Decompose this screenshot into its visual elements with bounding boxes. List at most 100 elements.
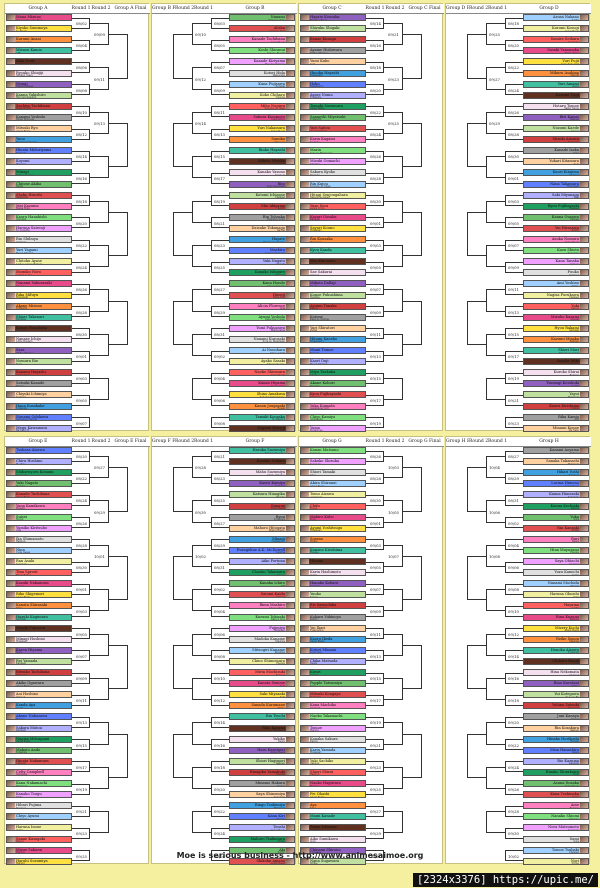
contestant-entry: Nanase Ichijo Little Busters — [6, 335, 72, 343]
avatar — [580, 581, 588, 587]
bracket-line — [366, 739, 384, 751]
contestant-name: Rinko Hayashi — [258, 148, 285, 153]
match-date: 09/02 — [214, 354, 225, 360]
series-name: Strike — [310, 540, 318, 543]
contestant-name: Sakura Kyoko — [310, 170, 336, 175]
bracket-line — [109, 211, 128, 257]
avatar — [580, 137, 588, 143]
contestant-name: Hinoka Hayashi — [310, 70, 339, 75]
avatar — [286, 314, 294, 320]
avatar — [286, 847, 294, 853]
contestant-name: Konoe Fukushima — [310, 292, 343, 297]
contestant-name: Ran Asahi — [16, 559, 35, 563]
bracket-line — [403, 467, 422, 512]
bracket-line — [384, 589, 403, 612]
match-date: 08/25 — [214, 265, 225, 271]
match-date: 09/23 — [370, 764, 381, 770]
bracket-line — [211, 605, 229, 617]
avatar — [286, 26, 294, 32]
series-name: Strike — [571, 284, 579, 288]
bracket-line — [90, 156, 109, 179]
contestant-entry: Ayako Sasaki Kimi ni Todoke — [229, 358, 295, 366]
bracket-line — [211, 517, 229, 529]
bracket-line — [366, 106, 384, 118]
avatar — [301, 214, 309, 220]
avatar — [286, 492, 294, 498]
contestant-entry: Kotori Minami Love Live — [300, 646, 366, 654]
match-date: 09/15 — [508, 331, 519, 337]
contestant-entry: Yuri Nakamura Angel Beats — [229, 125, 295, 132]
contestant-name: Kotori Hida — [263, 70, 285, 75]
group-header-cell: Round 1 — [365, 4, 385, 14]
bracket-line — [72, 283, 90, 295]
match-date: 08/30 — [76, 565, 87, 571]
series-name: Mahoraba — [272, 74, 285, 77]
series-name: Kanon — [277, 573, 285, 577]
avatar — [301, 603, 309, 609]
contestant-entry: Sanaeshi Miyatsuki ToHeart2 — [300, 113, 366, 121]
bracket-line — [505, 217, 523, 229]
contestant-entry: Rei Yamada Kannagi — [6, 657, 72, 665]
bracket-line — [384, 544, 403, 568]
series-name: Clannad — [568, 173, 579, 177]
bracket-line — [90, 766, 109, 790]
contestant-entry: Konoe Fukushima Negima — [300, 291, 366, 299]
bracket-line — [211, 672, 229, 684]
contestant-entry: Minamo Hakura Kanon — [229, 780, 295, 787]
bracket-line — [403, 555, 422, 601]
bracket-line — [90, 378, 109, 401]
bracket-line — [486, 811, 505, 834]
series-name: Dears — [16, 706, 24, 710]
match-date: 10/05 — [388, 509, 399, 515]
contestant-entry: Kyou Fujibayashi Clannad — [300, 391, 366, 399]
series-name: Hidamari — [567, 395, 579, 399]
group-header-cell: Round 2 — [175, 4, 194, 14]
bracket-line — [109, 467, 128, 512]
series-name: Kaleido Star — [269, 29, 285, 33]
avatar — [286, 403, 294, 409]
avatar — [301, 492, 309, 498]
series-name: Angel Beats — [564, 484, 579, 488]
contestant-name: Rin Kozakura — [554, 725, 579, 730]
series-name: Clannad — [568, 296, 579, 299]
match-date: 08/18 — [76, 198, 87, 204]
contestant-entry: Hyou Rakami Seitokai — [523, 324, 589, 332]
series-name: Aria — [279, 307, 285, 310]
contestant-name: Hana Kusakabe — [16, 403, 45, 408]
bracket-line — [192, 200, 211, 223]
series-name: Kanon — [310, 595, 318, 599]
contestant-name: Fei Ohashi — [310, 792, 330, 797]
contestant-name: Kana Fujisawa — [258, 81, 285, 86]
series-name: Dears — [310, 284, 318, 288]
contestant-name: Hinako Horikoshi — [546, 736, 579, 741]
contestant-entry: Momiko Noro Ai Yori Aoshi — [6, 269, 72, 277]
series-name: Angel Beats — [270, 129, 285, 132]
match-date: 09/12 — [195, 76, 206, 82]
group-header-cell: Round 1 — [365, 437, 385, 447]
header-label: Round 2 — [469, 6, 488, 11]
avatar — [286, 758, 294, 764]
contestant-entry: Mashiro Ookami Kakushi — [229, 247, 295, 255]
series-name: AIR — [16, 51, 21, 55]
contestant-entry: Kanade Kiriyama Rosario Vampire — [229, 58, 295, 66]
avatar — [580, 303, 588, 309]
contestant-name: Tina Sprout — [16, 570, 38, 575]
header-label: Round 1 — [71, 439, 91, 444]
contestant-name: Yui Hirasawa — [554, 225, 579, 230]
contestant-name: Misaki Fujiwara — [16, 625, 46, 630]
avatar — [580, 15, 588, 20]
series-name: Hidamari — [310, 751, 322, 754]
bracket-line — [505, 805, 523, 817]
contestant-entry: Yukiko Dears — [229, 735, 295, 743]
bracket-line — [72, 239, 90, 251]
match-date: 09/06 — [214, 398, 225, 404]
bracket-line — [72, 150, 90, 162]
contestant-entry: Yuri Amami Asura — [523, 80, 589, 88]
avatar — [580, 847, 588, 853]
bracket-line — [192, 811, 211, 834]
bracket-line — [211, 561, 229, 573]
match-date: 08/27 — [214, 287, 225, 293]
avatar — [7, 670, 15, 675]
match-date: 08/24 — [370, 132, 381, 138]
avatar — [301, 570, 309, 576]
